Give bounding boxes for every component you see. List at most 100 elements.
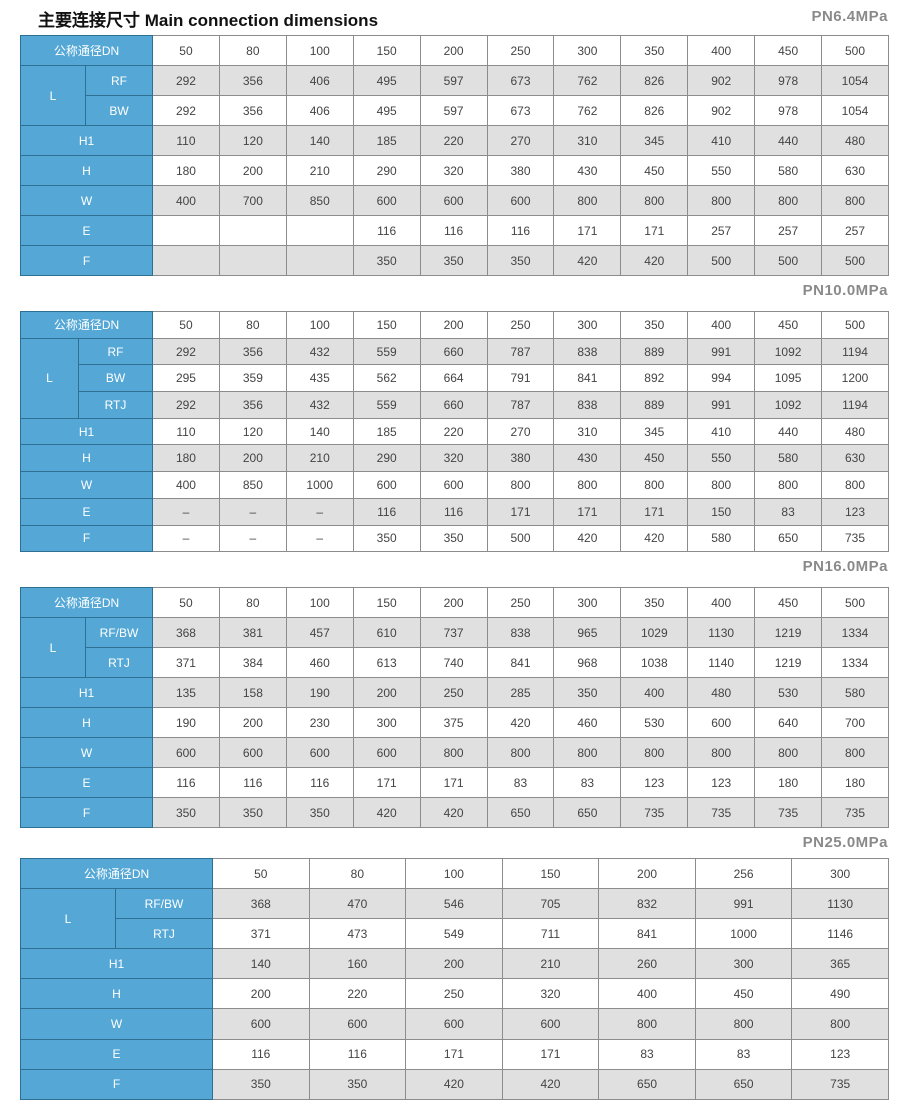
table-row-f: F 350 350 420 420 650 650 735 [20, 1068, 889, 1100]
table-cell: 359 [218, 364, 287, 393]
dimension-table-pn6-4mpa: 公称通径DN 50 80 100 150 200 250 300 350 400 450 500 L RF… [20, 35, 889, 276]
dn-value: 50 [152, 35, 220, 66]
table-cell: 171 [553, 497, 622, 526]
table-cell: 965 [553, 617, 622, 648]
row-label: W [20, 1008, 213, 1040]
table-cell: 83 [694, 1038, 793, 1070]
table-cell: 800 [620, 185, 689, 216]
table-cell: 406 [285, 95, 354, 126]
table-cell [218, 215, 287, 246]
table-cell: 597 [419, 65, 488, 96]
table-cell: 800 [694, 1008, 793, 1040]
table-cell: 480 [821, 417, 889, 446]
table-cell: 800 [754, 471, 823, 499]
row-label-l: L [20, 65, 86, 126]
table-cell: 500 [486, 524, 555, 553]
table-cell: 432 [285, 337, 354, 366]
table-cell: 1000 [694, 918, 793, 950]
table-cell: 200 [218, 155, 287, 186]
table-cell: 800 [687, 471, 756, 499]
table-cell: 171 [405, 1038, 503, 1070]
table-cell: 190 [152, 707, 220, 738]
table-cell: 345 [620, 417, 689, 446]
row-label-l: L [20, 617, 86, 678]
table-cell: 630 [821, 155, 889, 186]
table-cell: 580 [754, 155, 823, 186]
table-cell: 800 [620, 737, 689, 768]
table-row-e: E 116 116 116 171 171 257 257 257 [20, 215, 889, 246]
dn-value: 50 [152, 587, 220, 618]
table-cell: 650 [694, 1068, 793, 1100]
table-cell: 150 [687, 497, 756, 526]
table-cell: 371 [212, 918, 310, 950]
table-cell: 356 [218, 95, 287, 126]
table-cell: 83 [553, 767, 622, 798]
table-cell: 735 [620, 797, 689, 828]
row-sublabel: RF/BW [115, 888, 213, 920]
table-cell [285, 245, 354, 276]
pressure-rating-label: PN16.0MPa [802, 558, 888, 575]
dn-value: 200 [598, 857, 696, 890]
table-cell: 480 [821, 125, 889, 156]
table-cell [218, 245, 287, 276]
table-cell: 380 [486, 444, 555, 473]
table-cell: 660 [419, 337, 488, 366]
dn-value: 256 [694, 857, 793, 890]
table-cell: 826 [620, 95, 689, 126]
table-cell: 320 [501, 978, 600, 1010]
dimension-table-pn10-0mpa: 公称通径DN 50 80 100 150 200 250 300 350 400 450 500 L RF… [20, 311, 889, 553]
table-cell: 700 [821, 707, 889, 738]
table-cell: 123 [687, 767, 756, 798]
row-label: E [20, 215, 153, 246]
dn-value: 100 [285, 35, 354, 66]
table-cell: 700 [218, 185, 287, 216]
table-cell: 841 [486, 647, 555, 678]
table-cell: 180 [152, 155, 220, 186]
table-cell: 480 [687, 677, 756, 708]
table-cell: 220 [419, 125, 488, 156]
table-cell: 800 [687, 737, 756, 768]
table-cell: 1219 [754, 647, 823, 678]
table-cell: 673 [486, 65, 555, 96]
row-sublabel: BW [85, 95, 153, 126]
table-cell: 450 [620, 155, 689, 186]
table-row-h: H 200 220 250 320 400 450 490 [20, 978, 889, 1010]
table-cell: 292 [152, 391, 220, 419]
table-cell: 200 [218, 444, 287, 473]
dn-value: 250 [486, 311, 555, 339]
row-sublabel: RTJ [85, 647, 153, 678]
table-cell: 230 [285, 707, 354, 738]
table-cell: 200 [405, 948, 503, 980]
table-cell: 1054 [821, 95, 889, 126]
table-cell: 1054 [821, 65, 889, 96]
table-cell: 546 [405, 888, 503, 920]
table-cell: 1038 [620, 647, 689, 678]
dn-value: 450 [754, 587, 823, 618]
table-cell: 210 [285, 155, 354, 186]
table-cell: 838 [553, 337, 622, 366]
row-label: F [20, 1068, 213, 1100]
table-cell: 200 [218, 707, 287, 738]
table-row-l-rf: L RF 292 356 406 495 597 673 762 826 902 978 1054 [20, 65, 889, 126]
dn-value: 80 [308, 857, 407, 890]
table-row-h: H 180 200 210 290 320 380 430 450 550 580 630 [20, 155, 889, 186]
table-row-h1: H1 140 160 200 210 260 300 365 [20, 948, 889, 980]
dn-value: 500 [821, 35, 889, 66]
dimension-table-pn16-0mpa: 公称通径DN 50 80 100 150 200 250 300 350 400 450 500 L RF… [20, 587, 889, 828]
table-cell: 1146 [791, 918, 889, 950]
table-cell: 350 [352, 245, 421, 276]
row-label: H1 [20, 417, 153, 446]
table-cell: 826 [620, 65, 689, 96]
table-cell: 1194 [821, 337, 889, 366]
table-cell: 123 [620, 767, 689, 798]
table-cell: 562 [352, 364, 421, 393]
table-cell: 457 [285, 617, 354, 648]
dn-value: 300 [553, 311, 622, 339]
table-cell: 160 [308, 948, 407, 980]
dn-value: 50 [152, 311, 220, 339]
row-label-dn: 公称通径DN [20, 311, 153, 339]
table-cell: 270 [486, 125, 555, 156]
table-cell: 850 [285, 185, 354, 216]
row-label: W [20, 737, 153, 768]
table-cell: 140 [285, 125, 354, 156]
